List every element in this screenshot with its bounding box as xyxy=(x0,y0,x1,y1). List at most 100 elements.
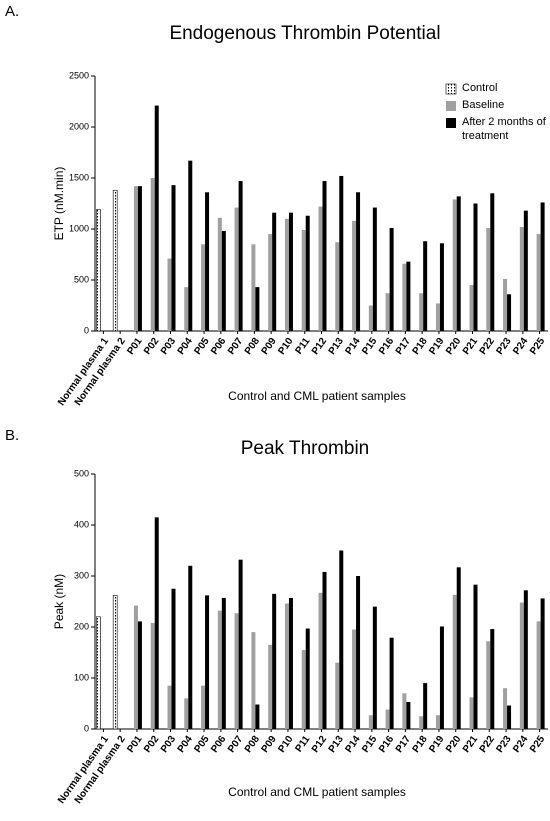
bar xyxy=(507,705,512,729)
x-tick-label: P17 xyxy=(394,734,413,755)
bar xyxy=(234,613,239,729)
bar xyxy=(288,597,293,729)
bar xyxy=(150,622,155,729)
bar xyxy=(540,202,545,331)
y-tick-label: 0 xyxy=(84,723,89,733)
bar xyxy=(305,215,310,331)
x-tick-label: P14 xyxy=(343,336,362,357)
bar xyxy=(536,234,541,331)
bar xyxy=(356,192,361,331)
legend-label: Baseline xyxy=(462,99,505,111)
x-tick-label: P06 xyxy=(209,336,228,357)
bar xyxy=(385,293,390,331)
bar xyxy=(402,693,407,729)
x-tick-label: P01 xyxy=(125,734,144,755)
bar xyxy=(523,210,528,331)
x-tick-label: P09 xyxy=(260,734,279,755)
x-tick-label: P02 xyxy=(142,336,161,357)
x-tick-label: P10 xyxy=(276,336,295,357)
bar xyxy=(322,571,327,729)
bar xyxy=(268,234,273,331)
bar xyxy=(305,628,310,729)
bar xyxy=(171,185,176,331)
x-tick-label: P08 xyxy=(243,734,262,755)
bar xyxy=(184,287,189,331)
bar xyxy=(205,595,210,729)
bar xyxy=(137,621,142,729)
bar xyxy=(188,565,193,729)
bar xyxy=(352,220,357,331)
x-tick-label: P19 xyxy=(427,734,446,755)
bar xyxy=(439,243,444,331)
bar xyxy=(423,241,428,331)
y-tick-label: 200 xyxy=(74,621,89,631)
bar xyxy=(201,244,206,331)
bar xyxy=(406,701,411,729)
bar xyxy=(519,226,524,331)
bar xyxy=(167,258,172,331)
bar xyxy=(284,603,289,729)
x-tick-label: P15 xyxy=(360,734,379,755)
bar xyxy=(540,598,545,729)
x-tick-label: P04 xyxy=(176,734,195,755)
x-tick-label: P05 xyxy=(192,734,211,755)
bar xyxy=(171,588,176,729)
bar xyxy=(201,685,206,729)
bar xyxy=(255,704,260,729)
bar xyxy=(137,186,142,331)
bar xyxy=(154,105,159,331)
bar xyxy=(490,193,495,331)
bar xyxy=(439,626,444,729)
bar xyxy=(112,595,118,730)
bar xyxy=(335,662,340,729)
bar xyxy=(523,590,528,729)
x-tick-label: P07 xyxy=(226,734,245,755)
y-tick-label: 0 xyxy=(84,325,89,335)
y-tick-label: 100 xyxy=(74,672,89,682)
legend-swatch xyxy=(445,83,457,95)
bar xyxy=(251,244,256,331)
bar xyxy=(221,231,226,331)
bar xyxy=(318,206,323,331)
bar xyxy=(339,550,344,729)
x-tick-label: P13 xyxy=(327,336,346,357)
x-tick-label: P09 xyxy=(260,336,279,357)
x-tick-label: P15 xyxy=(360,336,379,357)
bar xyxy=(402,263,407,331)
x-tick-label: P20 xyxy=(444,734,463,755)
bar xyxy=(452,594,457,729)
bar xyxy=(301,230,306,331)
bar xyxy=(473,203,478,331)
x-axis-label: Control and CML patient samples xyxy=(228,389,406,403)
bar xyxy=(435,303,440,331)
bar xyxy=(112,189,118,332)
y-tick-label: 500 xyxy=(74,468,89,478)
bar xyxy=(519,602,524,729)
x-tick-label: P14 xyxy=(343,734,362,755)
bar xyxy=(389,637,394,729)
x-tick-label: P08 xyxy=(243,336,262,357)
x-tick-label: P24 xyxy=(511,336,530,357)
bar xyxy=(96,209,101,332)
x-tick-label: P19 xyxy=(427,336,446,357)
bar xyxy=(217,217,222,331)
bar xyxy=(167,685,172,729)
bar xyxy=(490,629,495,729)
x-tick-label: P21 xyxy=(461,336,480,357)
bar xyxy=(150,178,155,331)
bar xyxy=(268,644,273,729)
x-tick-label: P23 xyxy=(494,734,513,755)
bar xyxy=(238,559,243,729)
x-tick-label: P13 xyxy=(327,734,346,755)
bar xyxy=(288,212,293,331)
x-axis-label: Control and CML patient samples xyxy=(228,785,406,799)
bar xyxy=(456,196,461,331)
y-tick-label: 1500 xyxy=(69,172,89,182)
x-tick-label: P12 xyxy=(310,336,329,357)
legend-label: Control xyxy=(462,82,498,94)
bar xyxy=(473,584,478,729)
x-tick-label: P02 xyxy=(142,734,161,755)
y-tick-label: 2500 xyxy=(69,70,89,80)
bar xyxy=(372,207,377,331)
